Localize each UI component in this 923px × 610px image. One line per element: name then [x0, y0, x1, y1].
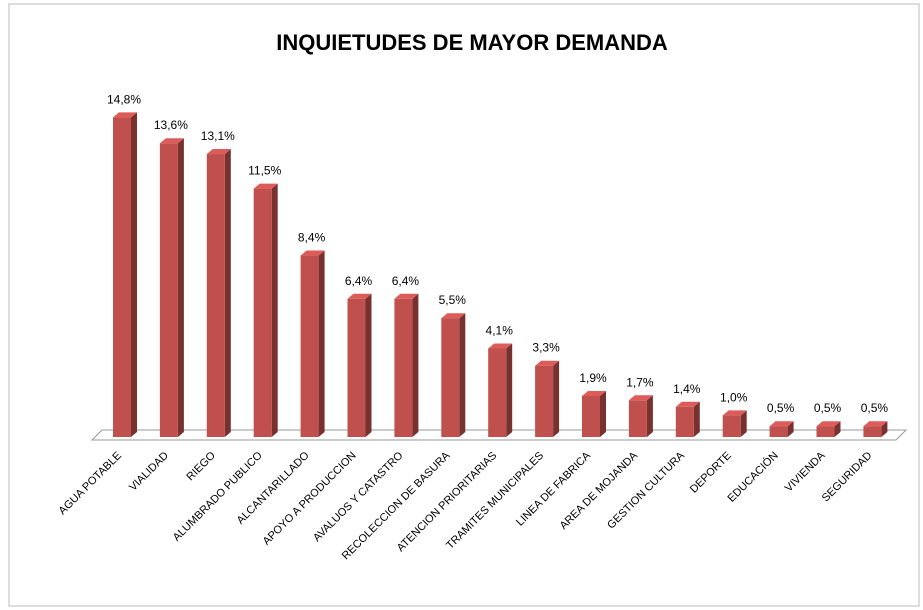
bar-top: [769, 421, 794, 427]
bar: [441, 313, 466, 437]
bar-top: [863, 421, 888, 427]
value-label: 13,1%: [201, 129, 235, 143]
bar-top: [628, 395, 653, 401]
bar-front: [488, 348, 507, 437]
bar-side: [693, 401, 700, 437]
value-label: 6,4%: [345, 274, 373, 288]
value-label: 4,1%: [486, 323, 514, 337]
bar-front: [347, 298, 366, 437]
bar-front: [863, 426, 882, 437]
bar-front: [535, 365, 554, 437]
bar-front: [394, 298, 413, 437]
bar-front: [300, 255, 319, 437]
bar-top: [582, 390, 606, 396]
value-label: 11,5%: [248, 164, 281, 178]
bar-top: [159, 138, 184, 144]
value-label: 13,6%: [154, 118, 188, 132]
value-label: 0,5%: [814, 401, 842, 415]
bar-top: [816, 421, 841, 427]
bar-front: [769, 426, 788, 437]
bar-front: [582, 395, 600, 437]
bar-top: [113, 112, 137, 118]
bar: [722, 410, 747, 437]
bar-front: [253, 188, 272, 437]
bar-side: [224, 149, 231, 438]
bar-top: [441, 313, 466, 319]
bar-side: [271, 183, 278, 437]
bar-top: [206, 149, 231, 155]
bar-front: [206, 154, 225, 438]
bar-side: [412, 293, 419, 437]
bar: [675, 401, 700, 437]
bar-top: [722, 410, 747, 416]
bar: [863, 421, 888, 437]
bar: [300, 250, 325, 437]
value-label: 6,4%: [392, 274, 420, 288]
bar: [535, 360, 560, 437]
bar: [628, 395, 653, 437]
value-label: 8,4%: [298, 231, 326, 245]
bar: [582, 390, 606, 437]
bar-top: [675, 401, 700, 407]
bar-side: [365, 293, 372, 437]
bar-front: [816, 426, 835, 437]
bar: [816, 421, 841, 437]
bar-front: [441, 318, 460, 437]
bar-side: [318, 250, 325, 437]
value-label: 14,8%: [107, 92, 141, 106]
bar-top: [347, 293, 372, 299]
bar: [769, 421, 794, 437]
bar-top: [488, 343, 513, 349]
value-label: 1,4%: [673, 382, 701, 396]
bar-top: [253, 183, 278, 189]
bar-side: [506, 343, 513, 437]
value-label: 1,7%: [626, 375, 654, 389]
bar-front: [159, 143, 178, 438]
value-label: 1,0%: [720, 390, 748, 404]
bar-top: [394, 293, 419, 299]
bar-side: [131, 112, 137, 437]
value-label: 1,9%: [579, 371, 607, 385]
bar-side: [553, 360, 560, 437]
bar-side: [881, 421, 888, 437]
bar-front: [628, 400, 647, 437]
bar-side: [740, 410, 747, 437]
bar: [253, 183, 278, 437]
bar-side: [787, 421, 794, 437]
value-label: 5,5%: [439, 293, 467, 307]
value-label: 0,5%: [767, 401, 795, 415]
bar-side: [459, 313, 466, 437]
bar-top: [535, 360, 560, 366]
bar: [394, 293, 419, 437]
value-label: 3,3%: [532, 341, 560, 355]
bar-side: [834, 421, 841, 437]
bar: [206, 149, 231, 438]
bar-side: [177, 138, 184, 438]
bar: [488, 343, 513, 437]
bar-side: [646, 395, 653, 437]
chart-title: INQUIETUDES DE MAYOR DEMANDA: [276, 30, 668, 55]
bar-top: [300, 250, 325, 256]
bar: [113, 112, 137, 437]
bar-front: [675, 406, 694, 437]
bar-side: [600, 390, 606, 437]
bar-front: [113, 117, 131, 437]
bar: [347, 293, 372, 437]
value-label: 0,5%: [861, 401, 889, 415]
bar-front: [722, 415, 741, 437]
bar: [159, 138, 184, 438]
